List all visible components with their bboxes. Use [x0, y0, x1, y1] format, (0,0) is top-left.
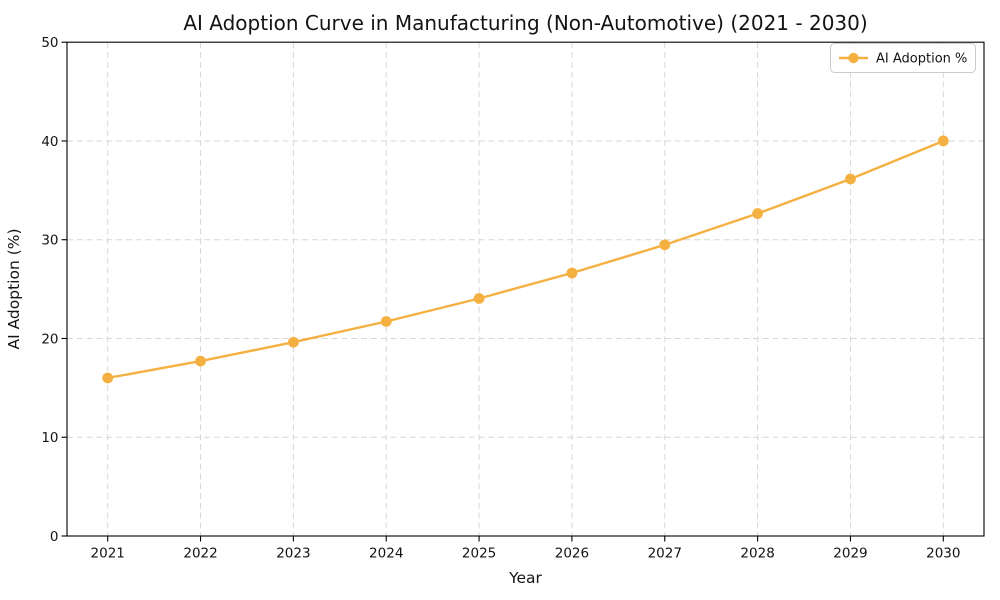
x-tick-label: 2027	[648, 546, 682, 562]
x-tick-label: 2028	[740, 546, 774, 562]
x-tick-label: 2022	[183, 546, 217, 562]
y-tick-label: 30	[41, 233, 58, 249]
legend-marker-icon	[848, 52, 859, 64]
x-tick-label: 2021	[91, 546, 125, 562]
legend: AI Adoption %	[830, 43, 976, 73]
data-point	[102, 372, 114, 384]
x-tick-label: 2024	[369, 546, 403, 562]
x-axis-label: Year	[508, 569, 542, 587]
data-point	[287, 336, 299, 348]
data-point	[937, 135, 949, 147]
chart-title: AI Adoption Curve in Manufacturing (Non-…	[183, 11, 867, 35]
y-axis-label: AI Adoption (%)	[5, 228, 23, 349]
plot-border	[66, 41, 985, 537]
series-group	[102, 135, 949, 384]
tick-labels: 2021 2022 2023 2024 2025 2026 2027 2028 2029 2030…	[41, 35, 960, 562]
y-tick-label: 0	[50, 529, 59, 545]
data-point	[566, 267, 578, 279]
legend-label: AI Adoption %	[876, 52, 967, 67]
y-tick-label: 50	[41, 35, 58, 51]
gridlines	[67, 42, 984, 536]
y-tick-label: 20	[41, 331, 58, 347]
x-tick-label: 2029	[833, 546, 867, 562]
x-tick-label: 2023	[276, 546, 310, 562]
x-tick-label: 2025	[462, 546, 496, 562]
data-point	[195, 355, 206, 367]
data-point	[845, 173, 856, 185]
data-point	[659, 239, 671, 251]
legend-box	[830, 43, 976, 73]
data-point	[752, 208, 764, 219]
x-tick-label: 2026	[555, 546, 589, 562]
data-point	[473, 293, 485, 304]
y-tick-label: 10	[41, 430, 58, 446]
tick-marks	[61, 41, 944, 542]
trend-line	[106, 139, 945, 380]
data-point	[380, 316, 392, 327]
y-tick-label: 40	[41, 134, 58, 150]
x-tick-label: 2030	[926, 546, 960, 562]
